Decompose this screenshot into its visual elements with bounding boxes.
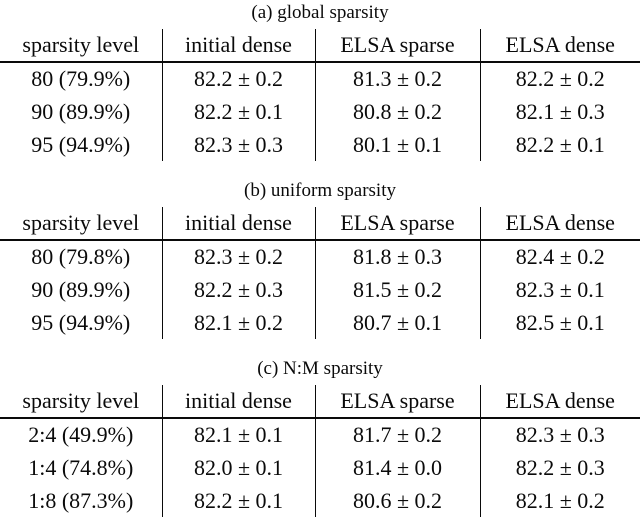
column-header-elsa-sparse: ELSA sparse [314, 385, 480, 419]
cell-elsa-dense: 82.3 ± 0.3 [479, 418, 640, 451]
cell-elsa-dense: 82.5 ± 0.1 [479, 306, 640, 339]
cell-sparsity-level: 95 (94.9%) [31, 131, 131, 157]
cell-initial-dense: 82.2 ± 0.2 [161, 62, 315, 95]
cell-elsa-dense: 82.2 ± 0.1 [479, 128, 640, 161]
table-caption-global-sparsity: (a) global sparsity [251, 2, 389, 23]
cell-sparsity-level: 1:8 (87.3%) [28, 487, 134, 513]
cell-sparsity-level: 1:4 (74.8%) [28, 454, 134, 480]
table-block-global-sparsity: (a) global sparsity sparsity level initi… [0, 2, 640, 161]
table-row: 1:8 (87.3%) 82.2 ± 0.1 80.6 ± 0.2 82.1 ±… [0, 484, 640, 517]
cell-initial-dense: 82.2 ± 0.3 [161, 273, 315, 306]
cell-initial-dense: 82.1 ± 0.2 [161, 306, 315, 339]
results-table-uniform-sparsity: sparsity level initial dense ELSA sparse… [0, 207, 640, 339]
cell-sparsity-level: 80 (79.9%) [31, 66, 131, 91]
cell-elsa-sparse: 81.7 ± 0.2 [314, 418, 480, 451]
column-header-elsa-sparse: ELSA sparse [314, 207, 480, 241]
column-header-elsa-dense: ELSA dense [479, 385, 640, 419]
cell-initial-dense: 82.1 ± 0.1 [161, 418, 315, 451]
cell-elsa-dense: 82.3 ± 0.1 [479, 273, 640, 306]
cell-elsa-sparse: 81.3 ± 0.2 [314, 62, 480, 95]
cell-elsa-dense: 82.1 ± 0.2 [479, 484, 640, 517]
header-row: sparsity level initial dense ELSA sparse… [0, 207, 640, 241]
table-row: 95 (94.9%) 82.1 ± 0.2 80.7 ± 0.1 82.5 ± … [0, 306, 640, 339]
table-caption-nm-sparsity: (c) N:M sparsity [257, 358, 383, 379]
table-row: 2:4 (49.9%) 82.1 ± 0.1 81.7 ± 0.2 82.3 ±… [0, 418, 640, 451]
cell-elsa-sparse: 80.7 ± 0.1 [314, 306, 480, 339]
column-header-initial-dense: initial dense [161, 207, 315, 241]
column-header-initial-dense: initial dense [161, 29, 315, 63]
column-header-elsa-dense: ELSA dense [479, 29, 640, 63]
cell-initial-dense: 82.2 ± 0.1 [161, 484, 315, 517]
table-block-nm-sparsity: (c) N:M sparsity sparsity level initial … [0, 358, 640, 517]
header-row: sparsity level initial dense ELSA sparse… [0, 29, 640, 63]
cell-sparsity-level: 90 (89.9%) [31, 98, 131, 124]
table-block-uniform-sparsity: (b) uniform sparsity sparsity level init… [0, 180, 640, 339]
cell-elsa-dense: 82.1 ± 0.3 [479, 95, 640, 128]
cell-initial-dense: 82.3 ± 0.2 [161, 240, 315, 273]
table-row: 90 (89.9%) 82.2 ± 0.3 81.5 ± 0.2 82.3 ± … [0, 273, 640, 306]
table-row: 1:4 (74.8%) 82.0 ± 0.1 81.4 ± 0.0 82.2 ±… [0, 451, 640, 484]
cell-elsa-dense: 82.2 ± 0.2 [479, 62, 640, 95]
column-header-initial-dense: initial dense [161, 385, 315, 419]
cell-elsa-dense: 82.4 ± 0.2 [479, 240, 640, 273]
table-row: 90 (89.9%) 82.2 ± 0.1 80.8 ± 0.2 82.1 ± … [0, 95, 640, 128]
cell-elsa-sparse: 81.8 ± 0.3 [314, 240, 480, 273]
cell-elsa-sparse: 81.4 ± 0.0 [314, 451, 480, 484]
results-table-nm-sparsity: sparsity level initial dense ELSA sparse… [0, 385, 640, 517]
column-header-sparsity-level: sparsity level [0, 207, 162, 241]
cell-initial-dense: 82.0 ± 0.1 [161, 451, 315, 484]
column-header-sparsity-level: sparsity level [0, 385, 162, 419]
table-caption-uniform-sparsity: (b) uniform sparsity [244, 180, 396, 201]
header-row: sparsity level initial dense ELSA sparse… [0, 385, 640, 419]
cell-sparsity-level: 80 (79.8%) [31, 244, 131, 269]
cell-sparsity-level: 2:4 (49.9%) [28, 422, 134, 447]
table-row: 80 (79.9%) 82.2 ± 0.2 81.3 ± 0.2 82.2 ± … [0, 62, 640, 95]
cell-initial-dense: 82.2 ± 0.1 [161, 95, 315, 128]
cell-sparsity-level: 95 (94.9%) [31, 309, 131, 335]
results-table-global-sparsity: sparsity level initial dense ELSA sparse… [0, 29, 640, 161]
cell-elsa-sparse: 80.8 ± 0.2 [314, 95, 480, 128]
cell-initial-dense: 82.3 ± 0.3 [161, 128, 315, 161]
column-header-elsa-dense: ELSA dense [479, 207, 640, 241]
cell-elsa-sparse: 80.1 ± 0.1 [314, 128, 480, 161]
cell-sparsity-level: 90 (89.9%) [31, 276, 131, 302]
column-header-elsa-sparse: ELSA sparse [314, 29, 480, 63]
cell-elsa-sparse: 80.6 ± 0.2 [314, 484, 480, 517]
cell-elsa-sparse: 81.5 ± 0.2 [314, 273, 480, 306]
table-row: 95 (94.9%) 82.3 ± 0.3 80.1 ± 0.1 82.2 ± … [0, 128, 640, 161]
table-row: 80 (79.8%) 82.3 ± 0.2 81.8 ± 0.3 82.4 ± … [0, 240, 640, 273]
cell-elsa-dense: 82.2 ± 0.3 [479, 451, 640, 484]
column-header-sparsity-level: sparsity level [0, 29, 162, 63]
